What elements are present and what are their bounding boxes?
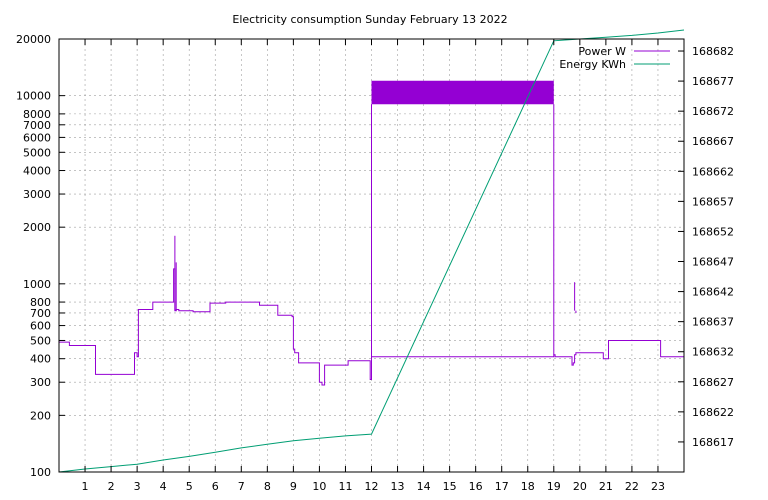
series-line-energy: [58, 29, 685, 473]
y-right-tick-label: 168622: [692, 406, 734, 419]
x-tick-label: 19: [547, 480, 561, 493]
y-left-tick-label: 1000: [23, 278, 51, 291]
legend-label: Energy KWh: [559, 58, 626, 71]
x-tick-label: 22: [625, 480, 639, 493]
y-left-tick-label: 700: [30, 307, 51, 320]
x-tick-label: 4: [160, 480, 167, 493]
y-right-tick-label: 168672: [692, 105, 734, 118]
x-tick-label: 23: [651, 480, 665, 493]
x-tick-label: 14: [417, 480, 431, 493]
y-left-tick-label: 2000: [23, 221, 51, 234]
grid-layer: [59, 38, 684, 473]
y-right-tick-label: 168662: [692, 165, 734, 178]
y-left-tick-label: 100: [30, 466, 51, 479]
x-tick-label: 8: [264, 480, 271, 493]
chart-title: Electricity consumption Sunday February …: [232, 13, 507, 26]
y-right-tick-label: 168647: [692, 256, 734, 269]
y-left-tick-label: 300: [30, 376, 51, 389]
x-tick-label: 9: [290, 480, 297, 493]
y-right-tick-label: 168652: [692, 225, 734, 238]
y-left-tick-label: 400: [30, 353, 51, 366]
y-right-tick-label: 168677: [692, 75, 734, 88]
y-left-tick-label: 7000: [23, 119, 51, 132]
legend-label: Power W: [578, 45, 626, 58]
x-tick-label: 7: [238, 480, 245, 493]
x-tick-label: 1: [82, 480, 89, 493]
y-left-tick-label: 3000: [23, 188, 51, 201]
y-right-tick-label: 168637: [692, 316, 734, 329]
x-tick-label: 13: [391, 480, 405, 493]
y-right-tick-label: 168657: [692, 195, 734, 208]
y-left-tick-label: 800: [30, 296, 51, 309]
y-left-tick-label: 5000: [23, 146, 51, 159]
x-tick-label: 15: [443, 480, 457, 493]
y-left-tick-label: 20000: [16, 33, 51, 46]
x-tick-label: 18: [521, 480, 535, 493]
x-tick-label: 16: [469, 480, 483, 493]
series-line-power: [59, 268, 684, 386]
y-right-tick-label: 168642: [692, 286, 734, 299]
series-layer: [58, 29, 685, 473]
y-right-tick-label: 168627: [692, 376, 734, 389]
x-tick-label: 10: [312, 480, 326, 493]
y-left-tick-label: 10000: [16, 90, 51, 103]
y-left-tick-label: 8000: [23, 108, 51, 121]
y-right-tick-label: 168682: [692, 45, 734, 58]
x-tick-label: 2: [108, 480, 115, 493]
power-band-layer: [371, 80, 555, 357]
y-left-tick-label: 6000: [23, 131, 51, 144]
x-tick-label: 5: [186, 480, 193, 493]
x-tick-label: 6: [212, 480, 219, 493]
x-tick-label: 3: [134, 480, 141, 493]
x-tick-label: 20: [573, 480, 587, 493]
y-right-tick-label: 168667: [692, 135, 734, 148]
y-right-tick-label: 168617: [692, 436, 734, 449]
y-left-tick-label: 200: [30, 409, 51, 422]
y-left-tick-label: 4000: [23, 165, 51, 178]
y-left-tick-label: 500: [30, 334, 51, 347]
x-tick-label: 12: [365, 480, 379, 493]
y-right-tick-label: 168632: [692, 346, 734, 359]
x-tick-label: 17: [495, 480, 509, 493]
power-high-band: [371, 80, 554, 105]
x-tick-label: 21: [599, 480, 613, 493]
y-left-tick-label: 600: [30, 320, 51, 333]
axis-layer: 1 2 3 4 5 6 7 8 9 10 11 12 13 14 15 16 17 18 19 20 21 22 23100…: [16, 33, 734, 493]
x-tick-label: 11: [338, 480, 352, 493]
